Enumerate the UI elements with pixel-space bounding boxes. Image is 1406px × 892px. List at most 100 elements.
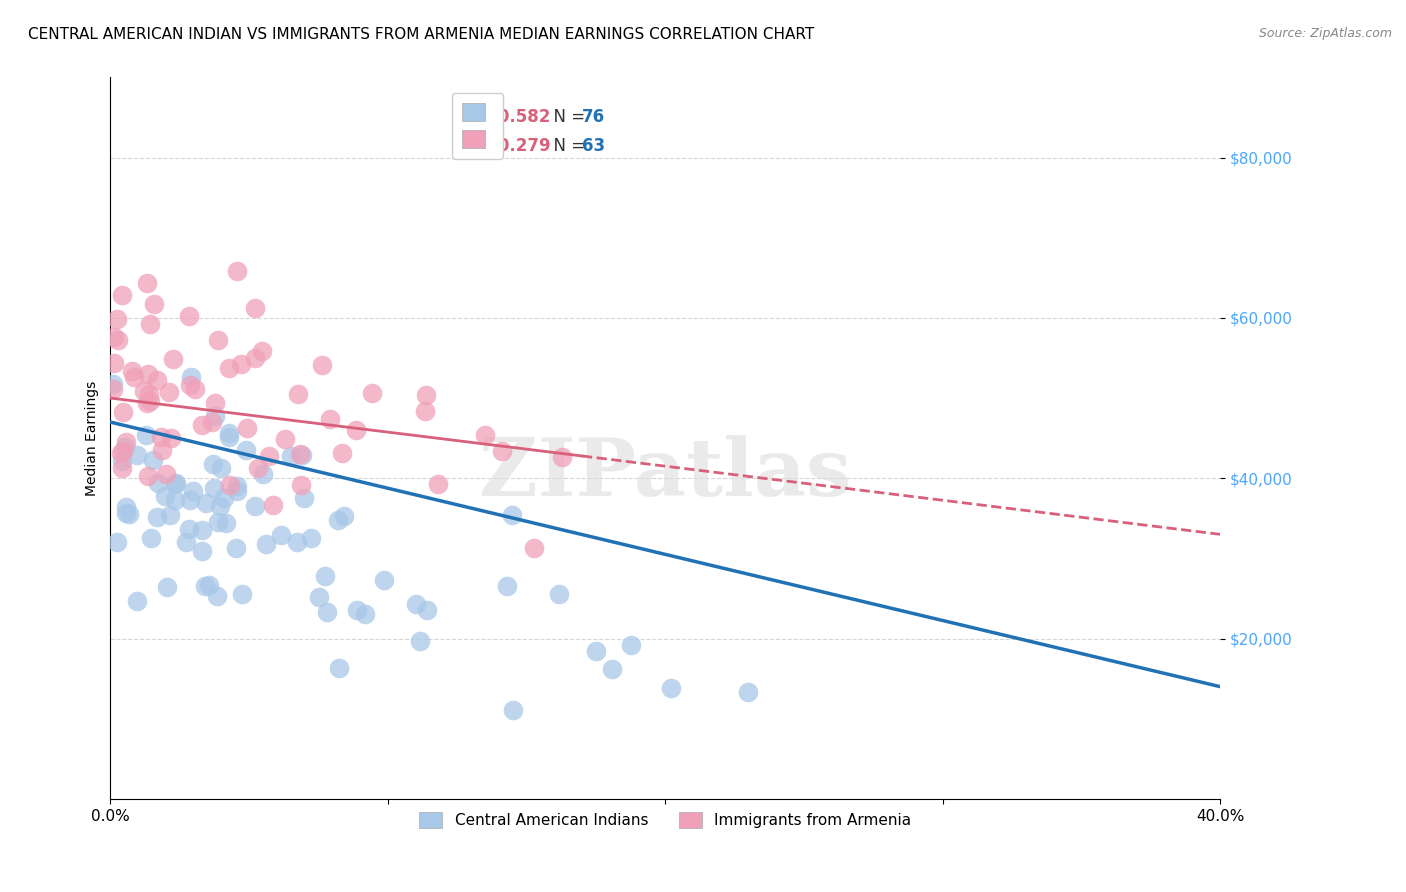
Point — [551, 450, 574, 465]
Point — [193, 579, 215, 593]
Point — [262, 498, 284, 512]
Point — [194, 496, 217, 510]
Point — [205, 589, 228, 603]
Point — [136, 396, 159, 410]
Point — [208, 499, 231, 513]
Point — [427, 476, 450, 491]
Point — [360, 385, 382, 400]
Point — [138, 317, 160, 331]
Point — [246, 461, 269, 475]
Point — [344, 423, 367, 437]
Text: ZIPatlas: ZIPatlas — [479, 435, 851, 513]
Text: -0.279: -0.279 — [491, 137, 551, 155]
Point — [585, 644, 607, 658]
Point — [121, 364, 143, 378]
Point — [141, 531, 163, 545]
Point — [328, 661, 350, 675]
Point — [346, 602, 368, 616]
Text: R =: R = — [460, 108, 496, 126]
Point — [257, 449, 280, 463]
Text: Source: ZipAtlas.com: Source: ZipAtlas.com — [1258, 27, 1392, 40]
Point — [145, 510, 167, 524]
Y-axis label: Median Earnings: Median Earnings — [86, 381, 100, 496]
Point — [415, 388, 437, 402]
Point — [235, 421, 257, 435]
Point — [202, 481, 225, 495]
Point — [207, 334, 229, 348]
Point — [330, 446, 353, 460]
Point — [118, 508, 141, 522]
Point — [326, 513, 349, 527]
Point — [231, 587, 253, 601]
Point — [523, 541, 546, 556]
Point — [409, 633, 432, 648]
Point — [245, 301, 267, 316]
Point — [103, 382, 125, 396]
Point — [290, 478, 312, 492]
Point — [319, 411, 342, 425]
Point — [177, 522, 200, 536]
Point — [333, 508, 356, 523]
Point — [491, 444, 513, 458]
Point — [373, 573, 395, 587]
Point — [316, 605, 339, 619]
Point — [111, 444, 134, 458]
Point — [225, 484, 247, 499]
Point — [207, 516, 229, 530]
Point — [254, 536, 277, 550]
Legend: Central American Indians, Immigrants from Armenia: Central American Indians, Immigrants fro… — [413, 806, 917, 835]
Point — [204, 396, 226, 410]
Point — [209, 460, 232, 475]
Point — [155, 489, 177, 503]
Point — [181, 483, 204, 498]
Point — [191, 544, 214, 558]
Point — [150, 442, 173, 457]
Point — [600, 662, 623, 676]
Point — [502, 702, 524, 716]
Point — [201, 415, 224, 429]
Point — [225, 479, 247, 493]
Point — [115, 434, 138, 449]
Point — [235, 442, 257, 457]
Point — [354, 607, 377, 621]
Point — [287, 387, 309, 401]
Point — [204, 409, 226, 424]
Point — [270, 528, 292, 542]
Point — [243, 499, 266, 513]
Point — [737, 685, 759, 699]
Point — [139, 393, 162, 408]
Point — [231, 357, 253, 371]
Point — [165, 476, 187, 491]
Text: CENTRAL AMERICAN INDIAN VS IMMIGRANTS FROM ARMENIA MEDIAN EARNINGS CORRELATION C: CENTRAL AMERICAN INDIAN VS IMMIGRANTS FR… — [28, 27, 814, 42]
Point — [107, 333, 129, 347]
Text: N =: N = — [543, 108, 591, 126]
Point — [150, 429, 173, 443]
Point — [496, 579, 519, 593]
Point — [162, 351, 184, 366]
Point — [159, 508, 181, 522]
Point — [218, 426, 240, 441]
Point — [214, 516, 236, 531]
Point — [142, 297, 165, 311]
Point — [225, 541, 247, 556]
Point — [250, 344, 273, 359]
Point — [659, 681, 682, 695]
Point — [291, 448, 314, 462]
Point — [198, 578, 221, 592]
Point — [191, 523, 214, 537]
Point — [174, 534, 197, 549]
Point — [110, 461, 132, 475]
Point — [212, 491, 235, 505]
Point — [122, 369, 145, 384]
Point — [202, 457, 225, 471]
Point — [252, 467, 274, 482]
Point — [301, 531, 323, 545]
Point — [146, 476, 169, 491]
Point — [111, 405, 134, 419]
Point — [179, 377, 201, 392]
Point — [136, 276, 159, 290]
Point — [547, 587, 569, 601]
Point — [292, 491, 315, 505]
Point — [245, 351, 267, 366]
Point — [110, 445, 132, 459]
